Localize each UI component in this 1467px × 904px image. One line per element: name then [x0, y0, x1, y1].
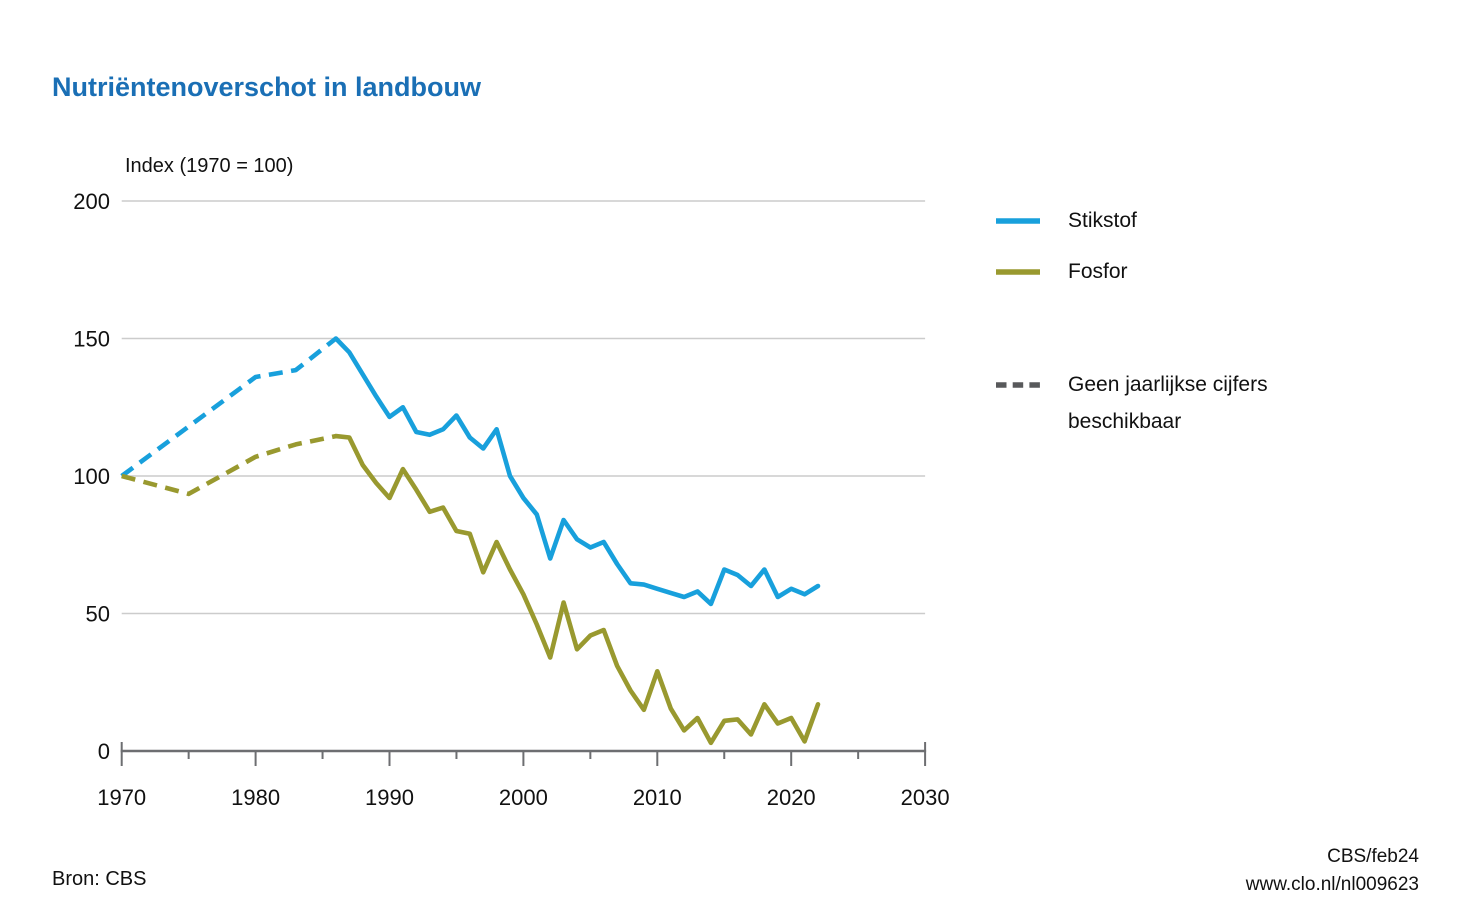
legend-item-dashed-note: Geen jaarlijkse cijfers beschikbaar: [995, 366, 1268, 440]
y-tick-label-0: 0: [98, 739, 110, 764]
x-tick-label-2020: 2020: [767, 785, 816, 810]
series-stikstof-dashed-segment: [120, 336, 338, 478]
credit-text: CBS/feb24: [1327, 846, 1419, 867]
credit-url: www.clo.nl/nl009623: [1245, 874, 1419, 895]
x-tick-label-2010: 2010: [633, 785, 682, 810]
y-tick-label-100: 100: [73, 464, 110, 489]
y-tick-label-150: 150: [73, 327, 110, 352]
x-tick-label-2030: 2030: [901, 785, 950, 810]
legend-label-dashed-note: Geen jaarlijkse cijfers beschikbaar: [1068, 366, 1268, 440]
series-fosfor-line: [333, 433, 821, 746]
legend-item-stikstof: Stikstof: [995, 202, 1137, 239]
note-line-1: Geen jaarlijkse cijfers: [1068, 373, 1268, 396]
y-axis-title: Index (1970 = 100): [125, 155, 294, 177]
y-tick-label-200: 200: [73, 189, 110, 214]
chart-title: Nutriëntenoverschot in landbouw: [52, 72, 482, 102]
source-text: Bron: CBS: [52, 868, 147, 890]
legend-item-fosfor: Fosfor: [995, 253, 1128, 290]
x-tick-label-1980: 1980: [231, 785, 280, 810]
legend-label-stikstof: Stikstof: [1068, 209, 1137, 232]
credit-block: CBS/feb24 www.clo.nl/nl009623: [1246, 843, 1419, 899]
stikstof-line-swatch: [996, 217, 1040, 224]
x-tick-label-1990: 1990: [365, 785, 414, 810]
dashed-line-swatch: [996, 382, 1040, 388]
x-tick-label-2000: 2000: [499, 785, 548, 810]
legend-label-fosfor: Fosfor: [1068, 260, 1128, 283]
series-stikstof-line: [333, 336, 821, 607]
fosfor-line-swatch: [996, 268, 1040, 275]
x-tick-label-1970: 1970: [97, 785, 146, 810]
note-line-2: beschikbaar: [1068, 410, 1182, 433]
series-fosfor-dashed-segment: [121, 433, 337, 497]
y-tick-label-50: 50: [86, 602, 110, 627]
